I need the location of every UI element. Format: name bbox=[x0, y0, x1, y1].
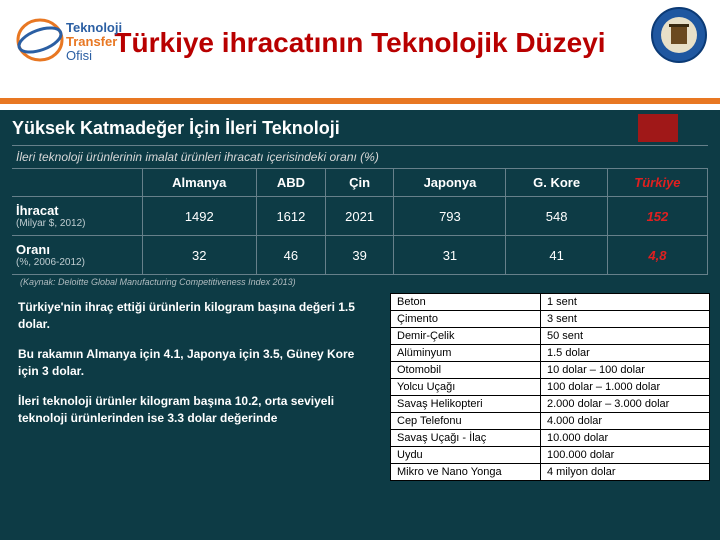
data-cell: 152 bbox=[607, 197, 707, 236]
row-label: İhracat bbox=[16, 203, 59, 218]
export-table: AlmanyaABDÇinJaponyaG. KoreTürkiye İhrac… bbox=[12, 169, 708, 275]
price-cell: 100 dolar – 1.000 dolar bbox=[541, 379, 710, 396]
price-row: Savaş Uçağı - İlaç10.000 dolar bbox=[391, 430, 710, 447]
col-header: Türkiye bbox=[607, 169, 707, 197]
table-row: İhracat(Milyar $, 2012)14921612202179354… bbox=[12, 197, 708, 236]
price-cell: Uydu bbox=[391, 447, 541, 464]
price-row: Savaş Helikopteri2.000 dolar – 3.000 dol… bbox=[391, 396, 710, 413]
red-accent-box bbox=[638, 114, 678, 142]
price-row: Mikro ve Nano Yonga4 milyon dolar bbox=[391, 464, 710, 481]
price-cell: 2.000 dolar – 3.000 dolar bbox=[541, 396, 710, 413]
price-cell: Mikro ve Nano Yonga bbox=[391, 464, 541, 481]
price-cell: Yolcu Uçağı bbox=[391, 379, 541, 396]
bottom-row: Türkiye'nin ihraç ettiği ürünlerin kilog… bbox=[6, 293, 714, 481]
price-row: Cep Telefonu4.000 dolar bbox=[391, 413, 710, 430]
col-header: G. Kore bbox=[506, 169, 607, 197]
svg-text:Transfer: Transfer bbox=[66, 34, 117, 49]
university-seal-icon bbox=[650, 6, 708, 64]
section-title: Yüksek Katmadeğer İçin İleri Teknoloji bbox=[6, 114, 714, 145]
data-cell: 46 bbox=[257, 236, 326, 275]
price-row: Çimento3 sent bbox=[391, 311, 710, 328]
price-cell: Savaş Uçağı - İlaç bbox=[391, 430, 541, 447]
price-cell: Beton bbox=[391, 294, 541, 311]
data-cell: 1492 bbox=[142, 197, 257, 236]
price-cell: 100.000 dolar bbox=[541, 447, 710, 464]
price-cell: 50 sent bbox=[541, 328, 710, 345]
source-note: (Kaynak: Deloitte Global Manufacturing C… bbox=[12, 275, 708, 293]
price-cell: Savaş Helikopteri bbox=[391, 396, 541, 413]
data-cell: 1612 bbox=[257, 197, 326, 236]
row-label-cell: Oranı(%, 2006-2012) bbox=[12, 236, 142, 275]
info-paragraph: Türkiye'nin ihraç ettiği ürünlerin kilog… bbox=[18, 299, 378, 334]
price-cell: 4 milyon dolar bbox=[541, 464, 710, 481]
svg-text:Ofisi: Ofisi bbox=[66, 48, 92, 63]
price-row: Beton1 sent bbox=[391, 294, 710, 311]
price-cell: Alüminyum bbox=[391, 345, 541, 362]
info-paragraph: Bu rakamın Almanya için 4.1, Japonya içi… bbox=[18, 346, 378, 381]
header: Teknoloji Transfer Ofisi Türkiye ihracat… bbox=[0, 0, 720, 110]
row-label-cell: İhracat(Milyar $, 2012) bbox=[12, 197, 142, 236]
price-row: Otomobil10 dolar – 100 dolar bbox=[391, 362, 710, 379]
orange-divider bbox=[0, 98, 720, 104]
col-header: Çin bbox=[325, 169, 394, 197]
table-row: Oranı(%, 2006-2012)32463931414,8 bbox=[12, 236, 708, 275]
ratio-caption: İleri teknoloji ürünlerinin imalat ürünl… bbox=[12, 145, 708, 169]
price-cell: Cep Telefonu bbox=[391, 413, 541, 430]
data-cell: 2021 bbox=[325, 197, 394, 236]
svg-text:Teknoloji: Teknoloji bbox=[66, 20, 122, 35]
row-sublabel: (Milyar $, 2012) bbox=[16, 218, 138, 229]
price-row: Yolcu Uçağı100 dolar – 1.000 dolar bbox=[391, 379, 710, 396]
col-header: Japonya bbox=[394, 169, 506, 197]
col-header: ABD bbox=[257, 169, 326, 197]
price-cell: Otomobil bbox=[391, 362, 541, 379]
row-sublabel: (%, 2006-2012) bbox=[16, 257, 138, 268]
price-per-kg-table: Beton1 sentÇimento3 sentDemir-Çelik50 se… bbox=[390, 293, 710, 481]
price-cell: 1 sent bbox=[541, 294, 710, 311]
col-header: Almanya bbox=[142, 169, 257, 197]
left-text-block: Türkiye'nin ihraç ettiği ürünlerin kilog… bbox=[10, 293, 386, 481]
price-cell: Çimento bbox=[391, 311, 541, 328]
data-cell: 4,8 bbox=[607, 236, 707, 275]
tto-logo: Teknoloji Transfer Ofisi bbox=[12, 10, 152, 70]
price-cell: 3 sent bbox=[541, 311, 710, 328]
data-cell: 39 bbox=[325, 236, 394, 275]
price-row: Demir-Çelik50 sent bbox=[391, 328, 710, 345]
price-row: Alüminyum1.5 dolar bbox=[391, 345, 710, 362]
data-cell: 548 bbox=[506, 197, 607, 236]
row-header-blank bbox=[12, 169, 142, 197]
price-cell: 10 dolar – 100 dolar bbox=[541, 362, 710, 379]
price-cell: 1.5 dolar bbox=[541, 345, 710, 362]
data-cell: 31 bbox=[394, 236, 506, 275]
info-paragraph: İleri teknoloji ürünler kilogram başına … bbox=[18, 393, 378, 428]
data-cell: 32 bbox=[142, 236, 257, 275]
price-cell: 4.000 dolar bbox=[541, 413, 710, 430]
price-cell: 10.000 dolar bbox=[541, 430, 710, 447]
data-cell: 793 bbox=[394, 197, 506, 236]
price-cell: Demir-Çelik bbox=[391, 328, 541, 345]
row-label: Oranı bbox=[16, 242, 50, 257]
price-row: Uydu100.000 dolar bbox=[391, 447, 710, 464]
slide-body: Yüksek Katmadeğer İçin İleri Teknoloji İ… bbox=[0, 110, 720, 540]
main-table-wrap: İleri teknoloji ürünlerinin imalat ürünl… bbox=[6, 145, 714, 293]
data-cell: 41 bbox=[506, 236, 607, 275]
